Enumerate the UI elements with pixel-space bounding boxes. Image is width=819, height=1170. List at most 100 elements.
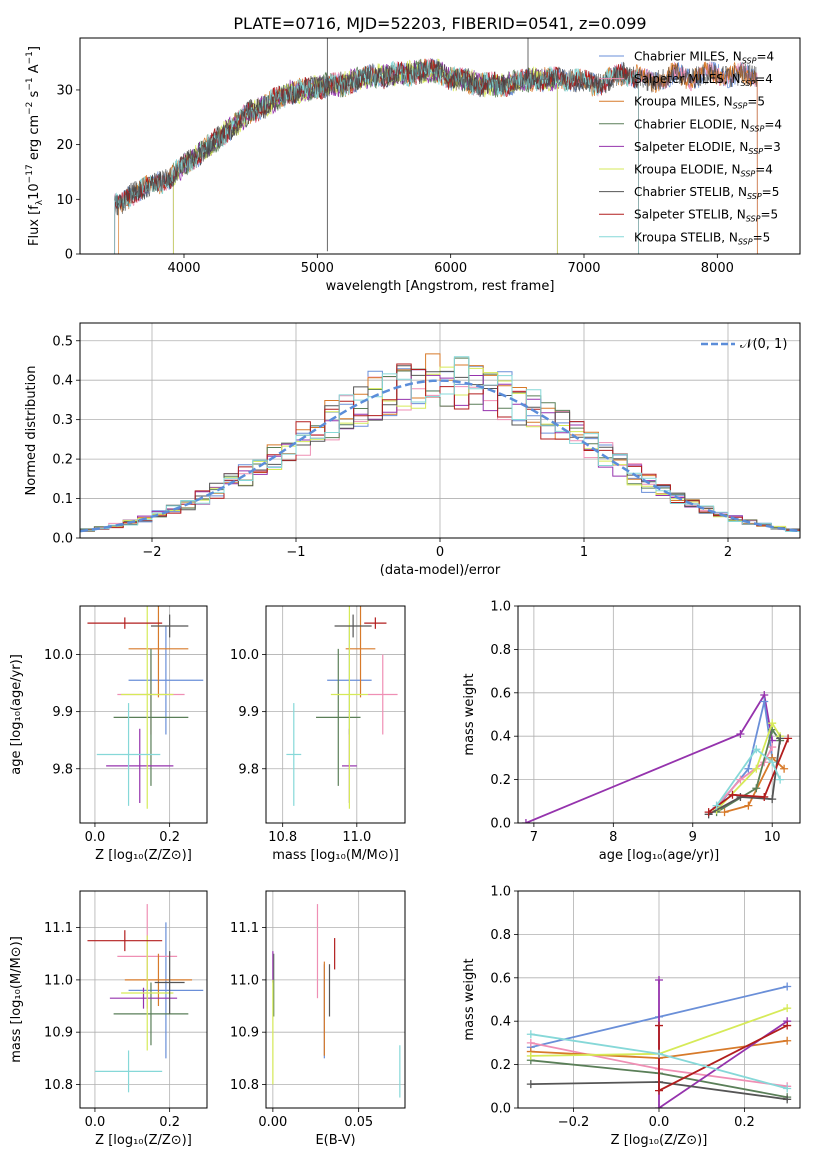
y-axis-label-part: λ (35, 199, 45, 205)
axes-frame (517, 605, 801, 824)
legend-model-name: Chabrier ELODIE, N (634, 117, 750, 131)
weight-marker (655, 1049, 663, 1058)
legend-label: 𝒩(0, 1) (740, 337, 787, 352)
x-tick-label: 4000 (167, 261, 200, 276)
y-tick-label: 0.3 (52, 413, 73, 428)
axes-frame (517, 890, 801, 1109)
y-tick-label: 11.0 (44, 973, 73, 988)
errorbar-point (106, 728, 174, 804)
y-axis-label-part: ] (27, 46, 42, 51)
y-axis-label-part: A (27, 64, 42, 77)
weight-marker (736, 775, 745, 784)
legend-subscript: SSP (733, 102, 748, 111)
panel-age-vs-mass: 10.8 11.0 9.8 9.9 10.0 mass [log₁₀(M/M⊙)] (230, 605, 406, 863)
y-tick-label: 0.2 (52, 453, 73, 468)
x-axis-label: E(B-V) (315, 1133, 355, 1148)
errorbar-point (334, 614, 372, 638)
y-axis-label: Flux [fλ10−17 erg cm−2 s−1 A−1] (25, 46, 45, 246)
weight-marker (526, 1080, 535, 1089)
y-tick-label: 1.0 (490, 600, 511, 615)
y-axis-label: Normed distribution (24, 366, 39, 496)
errorbar-point (96, 703, 161, 806)
data-spectrum (114, 60, 758, 216)
panel-mass-vs-Z: 0.0 0.2 10.8 10.9 11.0 11.1 Z [log₁₀(Z/Z⊙)] mas… (9, 890, 208, 1148)
errorbar-point (87, 617, 163, 629)
weight-marker (655, 1021, 663, 1030)
y-axis-label-part: −2 (25, 102, 35, 115)
legend-model-name: Kroupa ELODIE, N (634, 163, 741, 177)
legend-ssp-count: =3 (763, 140, 781, 154)
weight-marker (655, 1104, 663, 1108)
errorbar-point (286, 703, 302, 806)
errorbar-point (345, 606, 376, 698)
errorbar-point (113, 982, 189, 1046)
panel-residuals: −2 −1 0 1 2 0.0 0.1 0.2 0.3 0.4 0.5 (data-model)/er… (24, 322, 801, 578)
legend-ssp-count: =5 (753, 230, 771, 244)
errorbars (272, 904, 401, 1098)
legend-subscript: SSP (741, 79, 756, 88)
y-axis-label: mass weight (462, 673, 477, 755)
errorbars (87, 606, 204, 809)
x-tick-label: 10.8 (268, 830, 297, 845)
y-tick-label: 0 (65, 248, 73, 263)
y-tick-label: 0.1 (52, 492, 73, 507)
weight-marker (783, 1021, 792, 1030)
y-axis-label: age [log₁₀(age/yr)] (9, 654, 24, 775)
legend-subscript: SSP (746, 215, 761, 224)
y-tick-label: 9.9 (238, 705, 259, 720)
x-tick-label: 6000 (434, 261, 467, 276)
weight-marker (752, 784, 761, 793)
y-tick-label: 10.9 (230, 1026, 259, 1041)
x-tick-label: 0.0 (85, 830, 106, 845)
weight-marker (704, 808, 713, 817)
y-tick-label: 10.9 (44, 1026, 73, 1041)
weight-marker (720, 808, 729, 817)
y-axis-label-part: Flux [f (27, 205, 42, 246)
legend-subscript: SSP (742, 57, 757, 66)
legend-label: Chabrier ELODIE, NSSP=4 (634, 117, 782, 133)
weight-line (724, 756, 785, 813)
y-tick-label: 0.4 (490, 1015, 511, 1030)
x-tick-label: 7 (530, 830, 538, 845)
x-tick-label: 0.0 (649, 1115, 670, 1130)
y-axis-label: mass weight (462, 958, 477, 1040)
errorbar-point (150, 614, 189, 638)
y-axis-label-part: −17 (25, 164, 35, 183)
weight-marker (655, 975, 663, 984)
x-tick-label: 0.2 (734, 1115, 755, 1130)
legend-ssp-count: =4 (755, 163, 773, 177)
weight-marker (768, 719, 777, 728)
y-tick-label: 9.9 (52, 705, 73, 720)
weight-line (525, 692, 774, 823)
legend-model-name: Salpeter ELODIE, N (634, 140, 748, 154)
errorbar-point (124, 953, 193, 1007)
axes-frame (265, 890, 406, 1109)
x-tick-label: 1 (580, 545, 588, 560)
legend-model-name: Kroupa STELIB, N (634, 230, 738, 244)
panel-spectrum: 4000 5000 6000 7000 8000 0 10 20 30 wavelength [A… (25, 37, 801, 294)
axes-frame (265, 605, 406, 824)
errorbar-point (316, 648, 361, 786)
x-tick-label: 0.2 (159, 1115, 180, 1130)
y-axis-label-part: erg cm (27, 115, 42, 164)
y-tick-label: 11.1 (44, 921, 73, 936)
errorbar-point (128, 606, 189, 698)
x-axis-label: Z [log₁₀(Z/Z⊙)] (95, 1133, 192, 1148)
y-tick-label: 10 (56, 193, 73, 208)
errorbar-point (113, 648, 189, 786)
y-tick-label: 9.8 (52, 762, 73, 777)
y-tick-label: 20 (56, 138, 73, 153)
x-axis-label: wavelength [Angstrom, rest frame] (326, 279, 555, 294)
x-tick-label: 8000 (701, 261, 734, 276)
weight-marker (784, 734, 793, 743)
histograms (80, 353, 800, 534)
panel-weight-vs-Z: −0.2 0.0 0.2 0.0 0.2 0.4 0.6 0.8 1.0 Z [log₁₀(Z/Z… (462, 885, 801, 1148)
y-tick-label: 10.8 (44, 1078, 73, 1093)
legend-label: Kroupa STELIB, NSSP=5 (634, 230, 770, 246)
weight-line (715, 746, 773, 807)
axes-frame (79, 605, 208, 824)
y-tick-label: 0.8 (490, 643, 511, 658)
weight-lines (521, 690, 793, 823)
legend-ssp-count: =4 (756, 50, 774, 64)
weight-marker (655, 1086, 663, 1095)
